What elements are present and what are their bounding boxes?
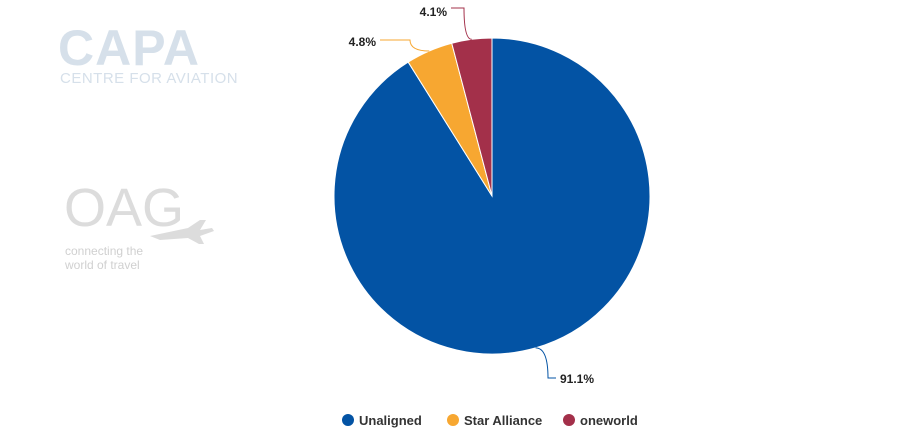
oag-logo-text: OAG (64, 178, 184, 238)
legend-item-oneworld[interactable]: oneworld (563, 413, 638, 428)
airplane-icon (150, 220, 214, 244)
capa-logo-subtitle: CENTRE FOR AVIATION (60, 70, 238, 87)
slice-labels: 91.1% 4.8% 4.1% (349, 5, 595, 386)
data-label-oneworld: 4.1% (420, 5, 448, 19)
legend-item-star-alliance[interactable]: Star Alliance (447, 413, 542, 428)
pie-slices (333, 37, 651, 355)
data-label-unaligned: 91.1% (560, 372, 594, 386)
capa-logo-text: CAPA (58, 20, 200, 76)
legend-marker (563, 414, 575, 426)
connector-oneworld (451, 7, 472, 40)
connector-unaligned (535, 347, 556, 379)
oag-tagline-line2: world of travel (64, 258, 140, 272)
legend-label: oneworld (580, 413, 638, 428)
legend-label: Unaligned (359, 413, 422, 428)
connector-star-alliance (380, 39, 430, 52)
legend-marker (342, 414, 354, 426)
legend-label: Star Alliance (464, 413, 542, 428)
capa-logo: CAPA CENTRE FOR AVIATION (58, 20, 238, 87)
oag-logo: OAG connecting the world of travel (64, 178, 214, 272)
legend: Unaligned Star Alliance oneworld (342, 413, 638, 428)
oag-tagline-line1: connecting the (65, 244, 143, 258)
legend-item-unaligned[interactable]: Unaligned (342, 413, 422, 428)
legend-marker (447, 414, 459, 426)
label-connectors (380, 7, 556, 379)
data-label-star-alliance: 4.8% (349, 35, 377, 49)
